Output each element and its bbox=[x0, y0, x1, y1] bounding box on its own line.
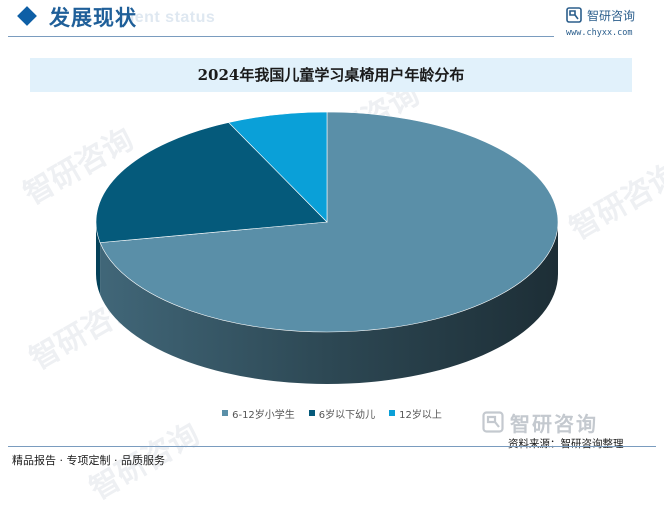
legend-label: 6-12岁小学生 bbox=[232, 409, 295, 421]
chart-title-band: 2024年我国儿童学习桌椅用户年龄分布 bbox=[30, 58, 632, 92]
data-source: 资料来源：智研咨询整理 bbox=[508, 438, 624, 450]
footer-brand: 智研咨询 bbox=[482, 408, 652, 436]
legend-label: 12岁以上 bbox=[399, 409, 442, 421]
footer-brand-logo-icon bbox=[482, 411, 504, 433]
footer-brand-name: 智研咨询 bbox=[510, 412, 598, 436]
section-subtitle: ment status bbox=[120, 9, 216, 26]
brand-url: www.chyxx.com bbox=[566, 28, 633, 38]
section-title: 发展现状 bbox=[49, 5, 137, 30]
legend-swatch bbox=[308, 410, 315, 416]
brand-logo-icon bbox=[566, 7, 582, 23]
legend-item: 6岁以下幼儿 bbox=[308, 404, 376, 422]
pie-slice-3 bbox=[228, 111, 328, 223]
pie-slice-2 bbox=[95, 122, 328, 243]
legend-item: 6-12岁小学生 bbox=[222, 404, 295, 422]
header-brand: 智研咨询 www.chyxx.com bbox=[566, 4, 662, 40]
legend-swatch bbox=[389, 410, 396, 416]
pie-slice-side bbox=[100, 222, 558, 384]
legend-swatch bbox=[222, 410, 229, 416]
pie-slice-1 bbox=[99, 111, 559, 333]
brand-name: 智研咨询 bbox=[587, 9, 636, 23]
legend-label: 6岁以下幼儿 bbox=[318, 409, 376, 421]
footer-divider bbox=[8, 446, 656, 447]
pie-chart bbox=[95, 111, 559, 384]
page-header: ment status 发展现状 智研咨询 www.chyxx.com bbox=[0, 0, 664, 40]
footer-services: 精品报告 · 专项定制 · 品质服务 bbox=[12, 454, 165, 467]
header-divider bbox=[8, 36, 554, 37]
legend-item: 12岁以上 bbox=[389, 404, 442, 422]
chart-legend: 6-12岁小学生 6岁以下幼儿 12岁以上 bbox=[0, 404, 664, 422]
chart-title: 2024年我国儿童学习桌椅用户年龄分布 bbox=[197, 66, 465, 84]
